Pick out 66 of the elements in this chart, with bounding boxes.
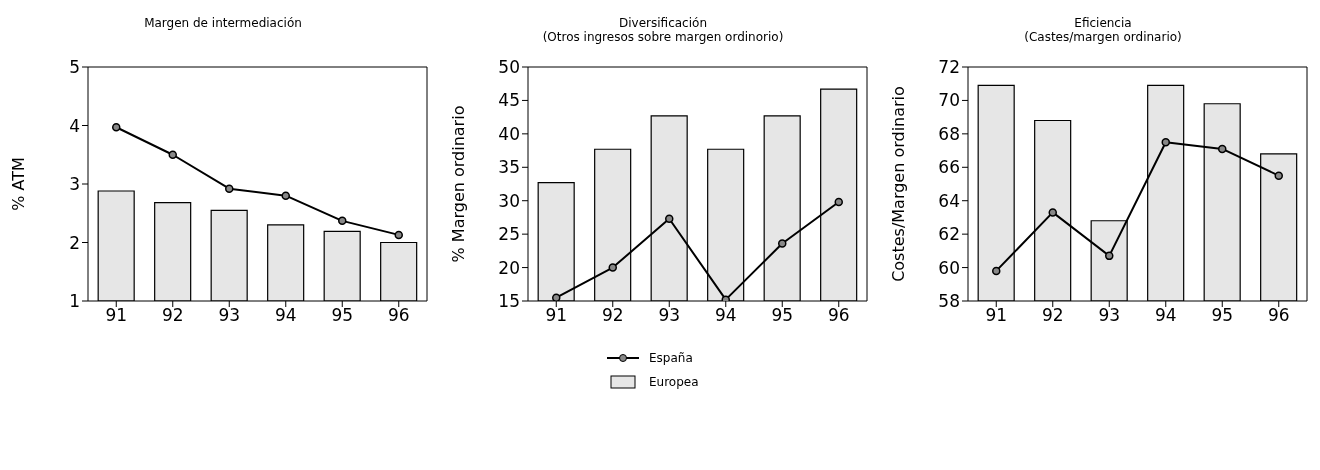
legend-label: Europea (649, 375, 699, 389)
x-tick-label: 96 (827, 305, 850, 326)
chart-title: Margen de intermediación (143, 16, 303, 30)
chart-title: Eficiencia (1073, 16, 1133, 30)
x-tick-label: 96 (1267, 305, 1290, 326)
point (225, 184, 234, 193)
y-tick-label: 4 (69, 115, 80, 136)
y-tick-label: 1 (69, 291, 80, 312)
x-tick-label: 94 (1154, 305, 1177, 326)
y-tick-label: 25 (498, 224, 520, 245)
point (281, 191, 290, 200)
point (778, 239, 787, 248)
y-tick-label: 5 (69, 57, 80, 78)
x-tick-label: 95 (331, 305, 354, 326)
chart-subtitle: (Castes/margen ordinario) (1023, 30, 1183, 44)
y-axis-title: % Margen ordinario (448, 105, 468, 263)
x-tick-label: 91 (545, 305, 568, 326)
point (552, 293, 561, 301)
y-tick-label: 3 (69, 174, 80, 195)
x-tick-label: 91 (985, 305, 1008, 326)
y-tick-label: 50 (498, 57, 520, 78)
x-tick-label: 93 (658, 305, 681, 326)
y-tick-label: 20 (498, 257, 520, 278)
y-tick-label: 66 (938, 157, 960, 178)
y-tick-label: 62 (938, 224, 960, 245)
point (112, 123, 121, 132)
y-tick-label: 70 (938, 90, 960, 111)
y-tick-label: 45 (498, 90, 520, 111)
x-tick-label: 92 (1041, 305, 1064, 326)
point (665, 214, 674, 224)
y-tick-label: 15 (498, 291, 520, 312)
y-tick-label: 58 (938, 291, 960, 312)
y-axis-title: % ATM (8, 157, 28, 211)
point (168, 150, 177, 159)
point (338, 216, 347, 226)
x-tick-label: 95 (1211, 305, 1234, 326)
y-tick-label: 64 (938, 190, 960, 211)
chart-subtitle: (Otros ingresos sobre margen ordinorio) (541, 30, 785, 44)
point (1048, 208, 1057, 217)
y-tick-label: 30 (498, 190, 520, 211)
y-tick-label: 60 (938, 257, 960, 278)
x-tick-label: 95 (771, 305, 794, 326)
x-tick-label: 93 (1098, 305, 1121, 326)
legend-label: España (649, 351, 693, 365)
point (1274, 171, 1283, 180)
chart-title: Diversificación (618, 16, 708, 30)
point (608, 263, 617, 272)
point (834, 197, 843, 207)
y-tick-label: 68 (938, 123, 960, 144)
x-tick-label: 93 (218, 305, 241, 326)
y-tick-label: 35 (498, 157, 520, 178)
x-tick-label: 92 (161, 305, 184, 326)
x-tick-label: 96 (387, 305, 410, 326)
x-tick-label: 92 (601, 305, 624, 326)
y-tick-label: 40 (498, 123, 520, 144)
x-tick-label: 94 (714, 305, 737, 326)
point (1218, 144, 1227, 154)
point (1161, 137, 1170, 147)
x-tick-label: 94 (274, 305, 297, 326)
y-axis-title: Costes/Margen ordinario (888, 86, 908, 282)
y-tick-label: 72 (938, 57, 960, 78)
point (394, 230, 403, 240)
y-tick-label: 2 (69, 232, 80, 253)
x-tick-label: 91 (105, 305, 128, 326)
point (992, 266, 1001, 276)
point (1105, 251, 1114, 261)
